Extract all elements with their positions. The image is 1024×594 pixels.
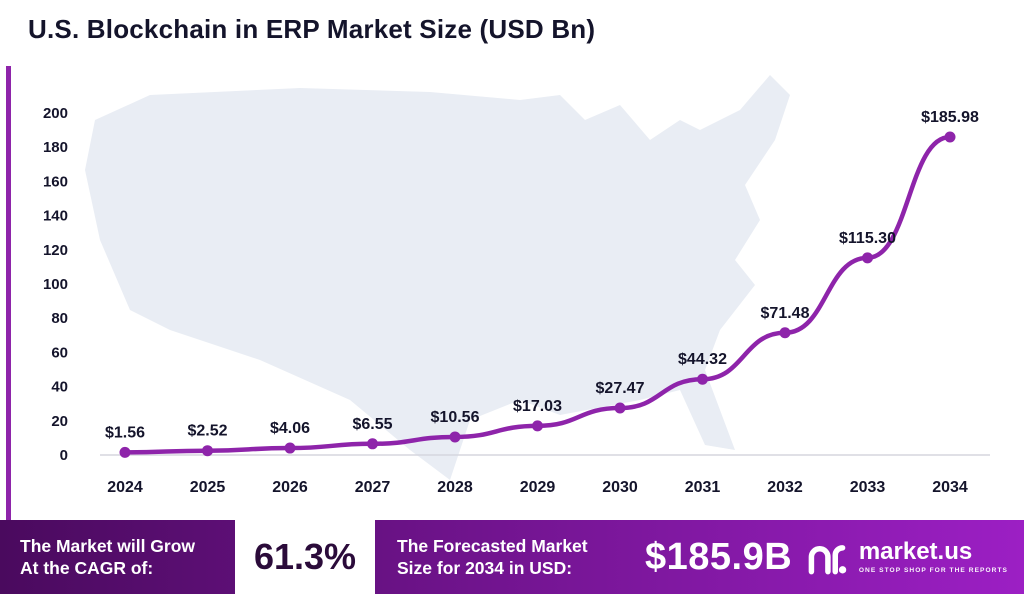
svg-text:2032: 2032 bbox=[767, 479, 803, 496]
svg-text:40: 40 bbox=[51, 379, 68, 396]
svg-text:2031: 2031 bbox=[685, 479, 721, 496]
forecast-value: $185.9B bbox=[645, 535, 793, 578]
brand-text: market.us ONE STOP SHOP FOR THE REPORTS bbox=[858, 537, 1008, 575]
svg-text:160: 160 bbox=[43, 173, 68, 190]
line-chart: 0 20 40 60 80 100 120 140 160 180 200 2024 2025 2026… bbox=[43, 75, 990, 496]
svg-text:$1.56: $1.56 bbox=[105, 424, 145, 441]
cagr-label-line1: The Market will Grow bbox=[20, 535, 196, 556]
data-point-markers bbox=[119, 131, 956, 458]
svg-text:2030: 2030 bbox=[602, 479, 638, 496]
svg-text:120: 120 bbox=[43, 242, 68, 259]
data-point-labels: $1.56 $2.52 $4.06 $6.55 $10.56 $17.03 $27.47 $4… bbox=[105, 109, 979, 441]
brand-name: market.us bbox=[858, 537, 973, 565]
svg-text:$44.32: $44.32 bbox=[678, 351, 727, 368]
svg-text:$4.06: $4.06 bbox=[270, 420, 310, 437]
svg-text:2025: 2025 bbox=[190, 479, 226, 496]
us-map-background-icon bbox=[85, 75, 790, 480]
svg-text:2029: 2029 bbox=[520, 479, 556, 496]
svg-text:$17.03: $17.03 bbox=[513, 398, 562, 415]
svg-text:$185.98: $185.98 bbox=[921, 109, 979, 126]
cagr-label-line2: At the CAGR of: bbox=[20, 558, 154, 578]
x-axis-labels: 2024 2025 2026 2027 2028 2029 2030 2031 2032 2033… bbox=[107, 479, 968, 496]
svg-text:60: 60 bbox=[51, 344, 68, 361]
svg-text:2026: 2026 bbox=[272, 479, 308, 496]
svg-text:$2.52: $2.52 bbox=[187, 423, 227, 440]
page-title: U.S. Blockchain in ERP Market Size (USD … bbox=[28, 14, 596, 44]
forecast-label-line2: Size for 2034 in USD: bbox=[397, 558, 573, 578]
market-us-logo-icon bbox=[808, 545, 847, 575]
cagr-value: 61.3% bbox=[235, 520, 375, 594]
svg-text:$6.55: $6.55 bbox=[352, 416, 392, 433]
cagr-label: The Market will Grow At the CAGR of: bbox=[0, 520, 235, 594]
svg-text:0: 0 bbox=[60, 447, 68, 464]
svg-text:2024: 2024 bbox=[107, 479, 143, 496]
forecast-label: The Forecasted Market Size for 2034 in U… bbox=[375, 520, 637, 594]
y-axis-labels: 0 20 40 60 80 100 120 140 160 180 200 bbox=[43, 105, 68, 464]
svg-text:$71.48: $71.48 bbox=[761, 305, 810, 322]
forecast-label-line1: The Forecasted Market bbox=[397, 535, 588, 556]
series-line bbox=[122, 134, 953, 455]
svg-text:2033: 2033 bbox=[850, 479, 886, 496]
svg-text:80: 80 bbox=[51, 310, 68, 327]
svg-text:200: 200 bbox=[43, 105, 68, 122]
left-accent-bar bbox=[6, 66, 11, 520]
svg-text:$115.30: $115.30 bbox=[839, 230, 896, 247]
svg-text:$10.56: $10.56 bbox=[431, 409, 480, 426]
svg-text:2027: 2027 bbox=[355, 479, 391, 496]
svg-text:100: 100 bbox=[43, 276, 68, 293]
brand-tagline: ONE STOP SHOP FOR THE REPORTS bbox=[858, 566, 1008, 574]
svg-text:$27.47: $27.47 bbox=[596, 380, 645, 397]
svg-text:2028: 2028 bbox=[437, 479, 473, 496]
footer-banner: The Market will Grow At the CAGR of: 61.… bbox=[0, 520, 1024, 594]
brand-block: market.us ONE STOP SHOP FOR THE REPORTS bbox=[805, 520, 1024, 594]
svg-text:140: 140 bbox=[43, 208, 68, 225]
svg-text:20: 20 bbox=[51, 413, 68, 430]
svg-text:180: 180 bbox=[43, 139, 68, 156]
svg-text:2034: 2034 bbox=[932, 479, 968, 496]
chart-section: U.S. Blockchain in ERP Market Size (USD … bbox=[6, 14, 990, 520]
